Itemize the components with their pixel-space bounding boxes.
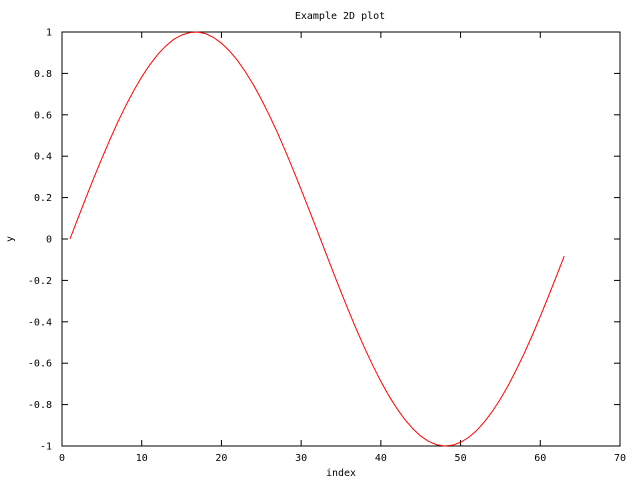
x-tick-label: 50 (455, 453, 467, 464)
chart-title: Example 2D plot (295, 11, 385, 22)
y-tick-label: 0.2 (34, 193, 52, 204)
y-tick-label: -0.8 (28, 400, 52, 411)
y-tick-label: 0.6 (34, 110, 52, 121)
y-tick-label: -0.2 (28, 276, 52, 287)
series-layer (69, 31, 565, 447)
x-tick-label: 20 (215, 453, 227, 464)
y-tick-label: -0.4 (28, 317, 52, 328)
x-tick-label: 10 (136, 453, 148, 464)
y-axis-label: y (5, 236, 16, 242)
y-tick-label: 0 (46, 235, 52, 246)
x-axis-ticks: 0 10 20 30 40 50 60 70 (59, 32, 626, 464)
y-tick-label: 0.4 (34, 152, 52, 163)
x-tick-label: 40 (375, 453, 387, 464)
y-tick-label: 0.8 (34, 69, 52, 80)
y-axis-ticks: -1 -0.8 -0.6 -0.4 -0.2 0 0.2 0.4 0.6 0.8 1 (28, 28, 620, 453)
series-line (69, 31, 565, 447)
y-tick-label: -1 (40, 442, 52, 453)
x-tick-label: 70 (614, 453, 626, 464)
y-tick-label: 1 (46, 28, 52, 39)
x-tick-label: 0 (59, 453, 65, 464)
y-tick-label: -0.6 (28, 359, 52, 370)
x-axis-label: index (326, 468, 356, 479)
x-tick-label: 60 (534, 453, 546, 464)
x-tick-label: 30 (295, 453, 307, 464)
